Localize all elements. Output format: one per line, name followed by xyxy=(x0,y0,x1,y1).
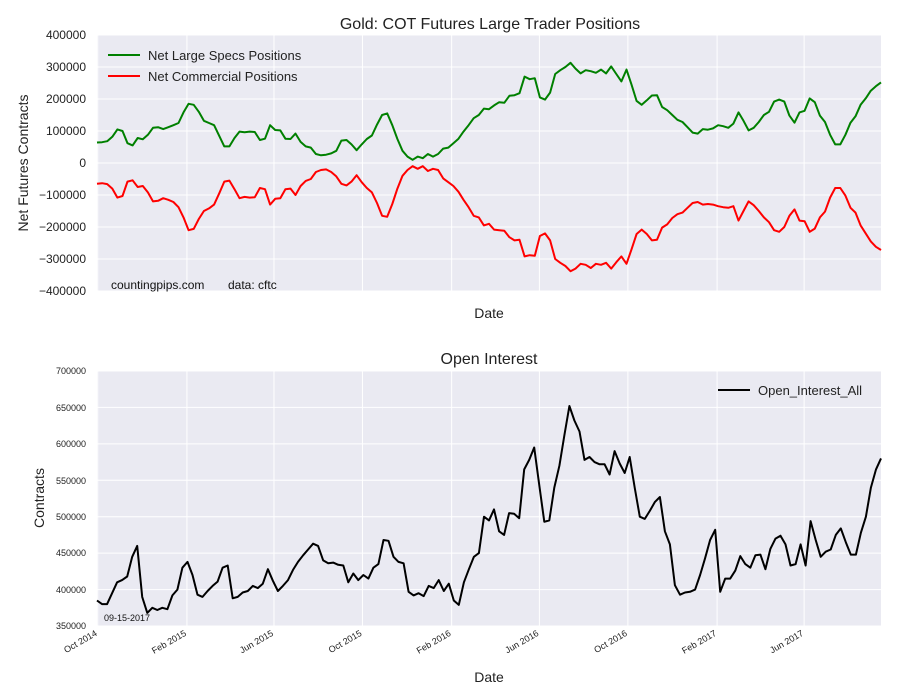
bottom-y-tick-label: 350000 xyxy=(56,621,86,631)
x-tick-label: Feb 2015 xyxy=(150,628,188,656)
last-update-date: 09-15-2017 xyxy=(104,613,150,623)
bottom-y-tick-label: 400000 xyxy=(56,585,86,595)
bottom-y-axis-label: Contracts xyxy=(31,468,47,528)
top-y-axis-label: Net Futures Contracts xyxy=(15,95,31,232)
open-interest-series-line xyxy=(96,405,882,614)
top-y-tick-labels: 400000 300000 200000 100000 0 −100000 −2… xyxy=(39,28,86,298)
bottom-y-tick-label: 700000 xyxy=(56,366,86,376)
top-legend: Net Large Specs Positions Net Commercial… xyxy=(108,48,302,84)
legend-label-commercial: Net Commercial Positions xyxy=(148,69,298,84)
bottom-legend: Open_Interest_All xyxy=(718,383,862,398)
top-y-tick-label: 400000 xyxy=(46,28,86,42)
x-tick-label: Jun 2016 xyxy=(503,628,540,655)
x-tick-label: Oct 2016 xyxy=(592,628,629,655)
bottom-gridlines xyxy=(97,370,881,627)
bottom-x-tick-labels: Oct 2014 Feb 2015 Jun 2015 Oct 2015 Feb 2016… xyxy=(62,628,805,656)
bottom-y-tick-label: 450000 xyxy=(56,548,86,558)
top-chart-title: Gold: COT Futures Large Trader Positions xyxy=(340,16,640,33)
x-tick-label: Feb 2017 xyxy=(680,628,718,656)
bottom-chart: Open Interest 700000 650000 600000 55000… xyxy=(31,351,882,685)
top-y-tick-label: −300000 xyxy=(39,252,86,266)
x-tick-label: Feb 2016 xyxy=(415,628,453,656)
x-tick-label: Jun 2015 xyxy=(238,628,275,655)
bottom-y-tick-label: 650000 xyxy=(56,403,86,413)
top-y-tick-label: −100000 xyxy=(39,188,86,202)
bottom-y-tick-label: 500000 xyxy=(56,512,86,522)
top-y-tick-label: −400000 xyxy=(39,284,86,298)
x-tick-label: Jun 2017 xyxy=(768,628,805,655)
bottom-y-tick-label: 600000 xyxy=(56,439,86,449)
top-x-axis-label: Date xyxy=(474,305,504,321)
data-source-note: data: cftc xyxy=(228,278,277,292)
commercial-series-line xyxy=(96,165,882,273)
x-tick-label: Oct 2015 xyxy=(327,628,364,655)
top-y-tick-label: 100000 xyxy=(46,124,86,138)
top-y-tick-label: 300000 xyxy=(46,60,86,74)
top-y-tick-label: 0 xyxy=(79,156,86,170)
top-y-tick-label: 200000 xyxy=(46,92,86,106)
top-y-tick-label: −200000 xyxy=(39,220,86,234)
bottom-y-tick-labels: 700000 650000 600000 550000 500000 45000… xyxy=(56,366,86,631)
bottom-chart-title: Open Interest xyxy=(441,351,539,368)
top-chart: Gold: COT Futures Large Trader Positions… xyxy=(15,16,882,321)
bottom-x-axis-label: Date xyxy=(474,669,504,685)
top-gridlines xyxy=(97,34,881,292)
source-watermark: countingpips.com xyxy=(111,278,204,292)
x-tick-label: Oct 2014 xyxy=(62,628,99,655)
bottom-y-tick-label: 550000 xyxy=(56,476,86,486)
legend-label-open-interest: Open_Interest_All xyxy=(758,383,862,398)
bottom-series-lines xyxy=(96,405,882,614)
specs-series-line xyxy=(96,61,882,161)
legend-label-specs: Net Large Specs Positions xyxy=(148,48,302,63)
top-series-lines xyxy=(96,61,882,273)
bottom-plot-area xyxy=(97,371,881,626)
